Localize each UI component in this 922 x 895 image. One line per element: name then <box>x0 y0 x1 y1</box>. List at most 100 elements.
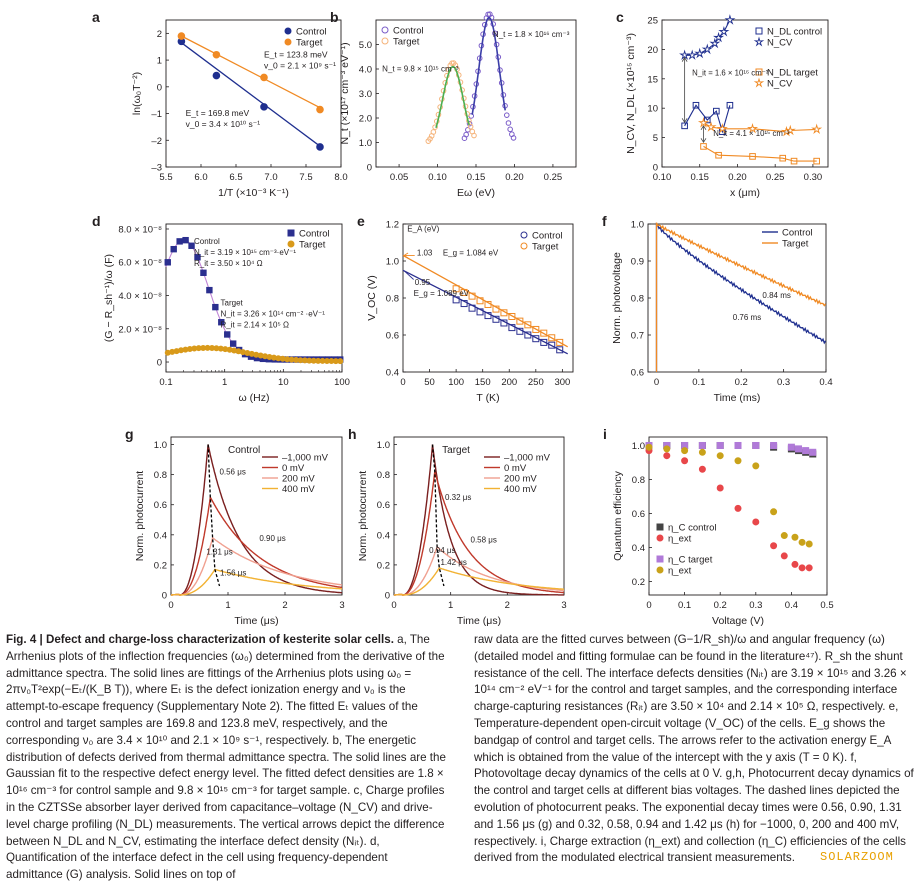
annotation: E_t = 123.8 meV <box>264 49 328 59</box>
legend-label: 0 mV <box>282 463 305 474</box>
annotation: 0.95 <box>415 278 431 287</box>
y-tick-label: 0.4 <box>154 530 167 541</box>
data-point <box>705 121 717 132</box>
annotation: 0.32 μs <box>445 493 471 502</box>
data-point <box>284 38 292 46</box>
data-point <box>467 123 474 130</box>
data-point <box>556 346 564 354</box>
plot-frame <box>170 436 343 596</box>
intercept-arrows <box>403 252 415 280</box>
data-point <box>809 448 817 456</box>
x-axis-label: x (μm) <box>730 187 760 199</box>
annotation: N_it = 3.19 × 10¹⁵ cm⁻³·eV⁻¹ <box>194 248 296 257</box>
series-control <box>177 37 324 151</box>
x-tick-label: 0.10 <box>428 172 447 183</box>
y-tick-label: 10 <box>647 104 658 115</box>
panel-g: 0 1 2 3 0 0.2 0.4 0.6 0.8 1.0 Time (μs) Norm. photo… <box>125 426 345 627</box>
data-point <box>224 331 231 338</box>
data-point <box>432 124 438 130</box>
panel-i: 0 0.1 0.2 0.3 0.4 0.5 0.2 0.4 0.6 0.8 1.0 Voltage (… <box>603 426 834 627</box>
x-tick-label: 1 <box>225 600 230 611</box>
annotation: R_it = 2.14 × 10⁵ Ω <box>221 320 289 329</box>
data-point <box>427 136 433 142</box>
annotation: Control <box>194 237 220 246</box>
data-point <box>798 564 806 572</box>
plot-frame <box>393 436 565 596</box>
legend-label: Target <box>296 38 323 49</box>
y-tick-label: 0.4 <box>386 368 399 379</box>
y-tick-label: 8.0 × 10⁻⁸ <box>118 224 162 235</box>
data-point <box>681 457 689 465</box>
x-tick-label: 10 <box>278 377 289 388</box>
y-tick-label: 2 <box>157 29 162 40</box>
series-n_cv-control <box>679 14 736 60</box>
data-point <box>698 441 706 449</box>
annotation: E_A (eV) <box>407 224 439 233</box>
legend-entry: –1,000 mV <box>262 453 329 464</box>
data-point <box>813 157 820 165</box>
y-axis-label: Norm. photovoltage <box>611 252 623 344</box>
data-point <box>182 236 189 244</box>
arrow-head <box>681 56 688 62</box>
plot-frame <box>661 19 829 168</box>
legend-entry: 400 mV <box>262 484 315 495</box>
legend-label: Control <box>532 231 563 242</box>
data-point <box>726 101 734 109</box>
data-point <box>520 242 528 250</box>
x-tick-label: 8.0 <box>334 172 347 183</box>
data-point <box>770 441 778 449</box>
data-point <box>734 457 742 465</box>
data-point <box>463 131 469 138</box>
data-point <box>381 26 389 34</box>
data-point <box>755 27 763 35</box>
x-tick-label: 150 <box>475 377 491 388</box>
caption-left-text: a, The Arrhenius plots of the inflection… <box>6 633 446 882</box>
series-line <box>394 471 565 596</box>
y-tick-label: –3 <box>151 163 162 174</box>
panel-b: 0.05 0.10 0.15 0.20 0.25 0 1.0 2.0 3.0 4.0 5.0 Eω (… <box>330 9 577 199</box>
annotation: N_it = 1.6 × 10¹⁶ cm⁻³ <box>692 68 769 77</box>
x-tick-label: 0.3 <box>749 600 762 611</box>
series-control <box>461 11 517 142</box>
data-point <box>755 68 763 76</box>
panel-letter: a <box>92 9 100 25</box>
panel-e: 0 50 100 150 200 250 300 0.4 0.6 0.8 1.0 1.2 T (K) V_… <box>357 213 574 404</box>
data-point <box>780 552 788 560</box>
fit-line <box>402 269 568 355</box>
series-line <box>394 567 564 596</box>
data-point <box>532 325 540 333</box>
data-point <box>548 334 556 342</box>
y-tick-label: 0.2 <box>632 577 645 588</box>
arrow-head <box>700 138 707 144</box>
legend-entry: η_C control <box>656 523 717 534</box>
data-point <box>492 315 500 323</box>
legend-label: –1,000 mV <box>504 453 551 464</box>
legend-entry: 0 mV <box>484 463 527 474</box>
x-tick-label: 0 <box>654 377 659 388</box>
annotation: N_t = 1.8 × 10¹⁶ cm⁻³ <box>493 30 570 39</box>
panel-letter: b <box>330 9 339 25</box>
x-tick-label: 0.05 <box>390 172 409 183</box>
data-point <box>734 441 742 449</box>
y-axis-label: N_t (×10¹⁷ cm⁻³ eV⁻¹) <box>339 42 351 144</box>
y-tick-label: 0.8 <box>154 470 167 481</box>
data-point <box>787 443 795 451</box>
data-point <box>656 534 664 542</box>
legend-label: 400 mV <box>282 484 315 495</box>
y-tick-label: 0.2 <box>377 560 390 571</box>
data-point <box>460 288 468 296</box>
data-point <box>752 462 760 470</box>
series-line <box>655 222 827 372</box>
data-point <box>452 285 460 293</box>
data-point <box>212 50 221 59</box>
series-η_c-target <box>645 441 817 456</box>
x-tick-label: 250 <box>528 377 544 388</box>
data-point <box>548 341 556 349</box>
y-tick-label: 0.8 <box>377 470 390 481</box>
data-point <box>681 122 688 130</box>
watermark: SOLARZOOM <box>820 850 894 864</box>
legend-entry: Control <box>520 231 563 242</box>
data-point <box>492 305 500 313</box>
data-point <box>540 329 548 337</box>
plot-frame <box>648 436 828 596</box>
